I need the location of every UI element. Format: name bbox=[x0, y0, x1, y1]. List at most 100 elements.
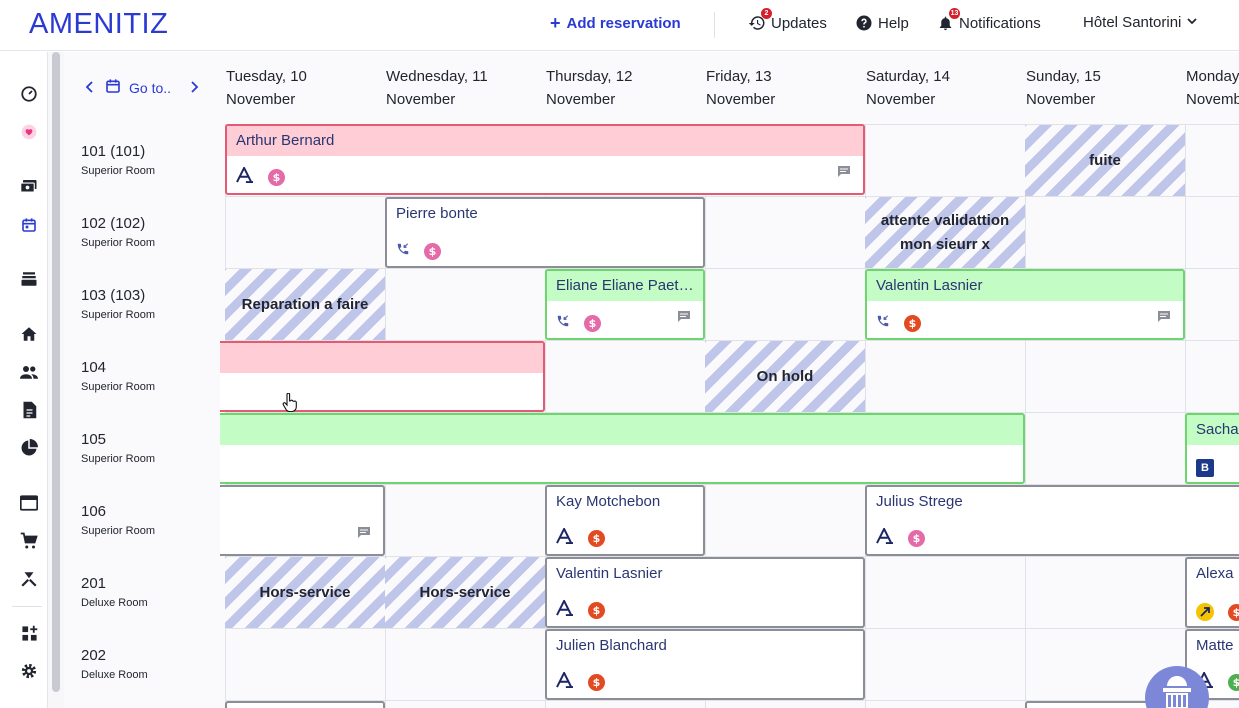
amenitiz-logo-icon bbox=[556, 598, 574, 621]
day-weekday: Tuesday, 10 bbox=[226, 68, 307, 85]
goto-date-button[interactable]: Go to.. bbox=[105, 78, 171, 97]
payment-icon: $ bbox=[588, 530, 605, 547]
updates-badge: 2 bbox=[761, 8, 772, 19]
help-button[interactable]: Help bbox=[855, 14, 909, 32]
room-number: 106 bbox=[81, 503, 107, 520]
blocked-period[interactable]: Reparation a faire bbox=[225, 269, 385, 340]
guest-name: Valentin Lasnier bbox=[867, 271, 1183, 301]
block-label: Hors-service bbox=[259, 583, 351, 601]
tools-icon[interactable] bbox=[19, 569, 39, 589]
document-icon[interactable] bbox=[19, 400, 39, 420]
guest-name: Kay Motchebon bbox=[547, 487, 703, 517]
reservation-block[interactable] bbox=[220, 485, 385, 556]
phone-icon bbox=[396, 242, 410, 261]
blocked-period[interactable]: fuite bbox=[1025, 125, 1185, 196]
sidebar-scroll-thumb[interactable] bbox=[52, 52, 60, 692]
pie-chart-icon[interactable] bbox=[19, 438, 39, 458]
chevron-left-icon[interactable] bbox=[85, 80, 95, 96]
day-month: November bbox=[866, 91, 936, 108]
comment-icon bbox=[837, 164, 851, 182]
room-number: 103 (103) bbox=[81, 287, 146, 304]
guest-name: Eliane Eliane Paetzold bbox=[547, 271, 703, 301]
window-icon[interactable] bbox=[19, 493, 39, 513]
add-reservation-button[interactable]: + Add reservation bbox=[550, 14, 681, 32]
comment-icon bbox=[1157, 309, 1171, 327]
day-month: November bbox=[1026, 91, 1096, 108]
widgets-icon[interactable] bbox=[19, 623, 39, 643]
amenitiz-logo-icon bbox=[556, 670, 574, 693]
reservation-block[interactable] bbox=[220, 341, 545, 412]
reservation-block[interactable]: Pierre bonte $ bbox=[385, 197, 705, 268]
room-type: Deluxe Room bbox=[81, 597, 148, 609]
room-type: Superior Room bbox=[81, 381, 155, 393]
room-type: Superior Room bbox=[81, 309, 155, 321]
reservation-block[interactable] bbox=[220, 413, 1025, 484]
booking-com-icon: B bbox=[1196, 459, 1214, 477]
users-icon[interactable] bbox=[19, 362, 39, 382]
calendar-icon[interactable] bbox=[19, 215, 39, 235]
home-icon[interactable] bbox=[19, 324, 39, 344]
day-header: Wednesday, 11 November bbox=[385, 65, 545, 111]
grid-line bbox=[225, 484, 1239, 485]
notifications-badge: 13 bbox=[949, 8, 960, 19]
help-icon bbox=[855, 14, 873, 32]
room-number: 104 bbox=[81, 359, 107, 376]
reservation-block[interactable]: Arthur Bernard $ bbox=[225, 124, 865, 195]
amenitiz-logo-icon bbox=[556, 526, 574, 549]
gear-icon[interactable] bbox=[19, 661, 39, 681]
day-header: Sunday, 15 November bbox=[1025, 65, 1185, 111]
day-weekday: Monday, 16 bbox=[1186, 68, 1239, 85]
payment-icon: $ bbox=[904, 315, 921, 332]
blocked-period[interactable]: Hors-service bbox=[225, 557, 385, 628]
updates-label: Updates bbox=[771, 14, 827, 32]
block-label: attente validattion mon sieurr x bbox=[880, 211, 1010, 253]
blocked-period[interactable]: Hors-service bbox=[385, 557, 545, 628]
dashboard-icon[interactable] bbox=[19, 84, 39, 104]
payment-icon: $ bbox=[588, 602, 605, 619]
day-weekday: Friday, 13 bbox=[706, 68, 772, 85]
payment-icon: $ bbox=[1228, 603, 1239, 621]
blocked-period[interactable]: On hold bbox=[705, 341, 865, 412]
guest-name: Julien Blanchard bbox=[547, 631, 863, 661]
guest-name: Valentin Lasnier bbox=[547, 559, 863, 589]
phone-icon bbox=[556, 314, 570, 333]
day-header: Tuesday, 10 November bbox=[225, 65, 385, 111]
room-number: 102 (102) bbox=[81, 215, 146, 232]
notifications-button[interactable]: 13 Notifications bbox=[936, 8, 1041, 32]
chevron-right-icon[interactable] bbox=[189, 80, 199, 96]
history-icon: 2 bbox=[748, 8, 772, 32]
block-label: Hors-service bbox=[419, 583, 511, 601]
room-label: 101 (101) Superior Room bbox=[81, 142, 221, 179]
stack-icon[interactable] bbox=[19, 269, 39, 289]
guest-name: Julius Strege bbox=[867, 487, 1239, 517]
blocked-period[interactable]: attente validattion mon sieurr x bbox=[865, 197, 1025, 268]
cart-icon[interactable] bbox=[19, 531, 39, 551]
hotel-selector[interactable]: Hôtel Santorini bbox=[1083, 14, 1198, 31]
payment-icon: $ bbox=[584, 315, 601, 332]
updates-button[interactable]: 2 Updates bbox=[748, 8, 827, 32]
logo[interactable]: AMENITIZ bbox=[29, 8, 169, 40]
room-label: 105 Superior Room bbox=[81, 430, 221, 467]
heart-icon[interactable] bbox=[19, 122, 39, 142]
reservation-block[interactable] bbox=[225, 701, 385, 708]
reservation-block[interactable]: Sacha B bbox=[1185, 413, 1239, 484]
room-label: 102 (102) Superior Room bbox=[81, 214, 221, 251]
room-type: Deluxe Room bbox=[81, 669, 148, 681]
reservation-block[interactable]: Kay Motchebon $ bbox=[545, 485, 705, 556]
day-month: November bbox=[706, 91, 776, 108]
reservation-block[interactable]: Alexa $ bbox=[1185, 557, 1239, 628]
date-navigation: Go to.. bbox=[85, 78, 199, 97]
reservation-block[interactable]: Valentin Lasnier $ bbox=[865, 269, 1185, 340]
money-icon[interactable] bbox=[19, 176, 39, 196]
reservation-block[interactable]: Valentin Lasnier $ bbox=[545, 557, 865, 628]
guest-name: Pierre bonte bbox=[387, 199, 703, 229]
room-label: 106 Superior Room bbox=[81, 502, 221, 539]
guest-name: Sacha bbox=[1187, 415, 1239, 445]
reservation-block[interactable]: Julius Strege $ bbox=[865, 485, 1239, 556]
reservation-block[interactable]: Julien Blanchard $ bbox=[545, 629, 865, 700]
room-number: 101 (101) bbox=[81, 143, 146, 160]
grid-line bbox=[225, 556, 1239, 557]
reservation-block[interactable]: Eliane Eliane Paetzold $ bbox=[545, 269, 705, 340]
room-number: 105 bbox=[81, 431, 107, 448]
